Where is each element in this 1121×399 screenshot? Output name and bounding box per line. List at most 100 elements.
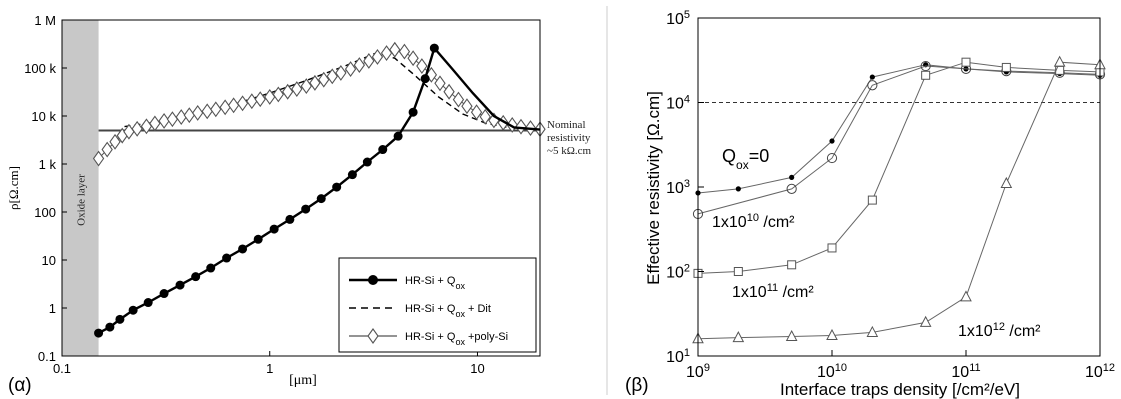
- series-polysi-diamond: [363, 53, 375, 69]
- series-polysi-diamond: [109, 133, 121, 150]
- x-tick-exponent: 10: [835, 362, 847, 374]
- x-tick-exponent: 11: [969, 362, 980, 374]
- series-polysi-diamond: [309, 74, 321, 91]
- series-polysi-diamond: [291, 81, 303, 97]
- x-tick-base: 10: [1085, 364, 1103, 381]
- x-tick-label: 10: [470, 361, 484, 376]
- series-circles-point: [920, 60, 931, 72]
- y-tick-label: 100: [34, 205, 56, 220]
- series-triangles-point: [866, 325, 879, 337]
- panel-b-x-ticks: 109 1010 1011 1012: [686, 350, 1115, 381]
- series-polysi-diamond: [192, 104, 204, 121]
- panel-b-x-axis-label: Interface traps density [/cm²/eV]: [780, 380, 1020, 399]
- x-tick-base: 10: [817, 364, 835, 381]
- series-polysi-diamond: [227, 97, 240, 114]
- series-squares-point: [733, 267, 743, 276]
- series-qox-point: [269, 224, 279, 234]
- series-polysi-diamond: [479, 108, 491, 125]
- series-qox-point: [301, 204, 311, 214]
- series-polysi-diamond: [407, 50, 419, 67]
- series-qox-point: [206, 263, 216, 273]
- nominal-annotation-line-1: Nominal: [547, 119, 586, 131]
- series-polysi-diamond: [371, 48, 384, 65]
- legend-label-sub: ox: [455, 309, 465, 319]
- legend-label: HR-Si + Qox: [405, 275, 465, 291]
- series-triangles-point: [919, 315, 932, 327]
- panel-a-y-ticks: 0.1 1 10 100 1 k 10 k 100 k 1 M: [24, 13, 67, 364]
- x-tick-label: 109: [686, 362, 710, 381]
- series-dots-point: [829, 138, 835, 144]
- series-polysi-diamond: [443, 83, 455, 100]
- x-tick-label: 1: [266, 361, 273, 376]
- nominal-resistivity-annotation: Nominal resistivity ~5 kΩ.cm: [547, 119, 592, 157]
- series-polysi-diamond: [201, 103, 213, 120]
- y-tick-exponent: 4: [684, 94, 690, 106]
- series-triangles-point: [1000, 176, 1013, 189]
- series-polysi-diamond: [254, 91, 266, 108]
- series-label-tail: /cm²: [759, 214, 795, 231]
- legend-label-base: HR-Si + Q: [405, 331, 456, 343]
- oxide-layer-label: Oxide layer: [75, 174, 87, 226]
- series-polysi-diamond: [175, 109, 187, 126]
- series-qox-point: [191, 272, 201, 282]
- series-label-base: 1x10: [732, 284, 767, 301]
- panel-a-y-axis-label: ρ[Ω.cm]: [6, 166, 21, 210]
- series-dots-point: [735, 186, 741, 192]
- y-tick-label: 102: [666, 263, 690, 282]
- panel-a-x-ticks: 0.1 1 10: [53, 351, 485, 376]
- series-polysi-diamond: [219, 99, 231, 116]
- legend-marker-qox: [368, 275, 378, 285]
- y-tick-exponent: 5: [684, 9, 690, 21]
- series-polysi-diamond: [101, 141, 113, 158]
- series-polysi-diamond: [335, 64, 347, 81]
- series-triangles-point: [826, 328, 838, 340]
- legend-label-tail: +poly-Si: [465, 331, 508, 343]
- series-polysi-diamond: [353, 57, 366, 74]
- series-label-exponent: 10: [747, 212, 759, 224]
- series-circles-point: [867, 80, 878, 91]
- panel-a-frame: [61, 19, 541, 357]
- x-tick-exponent: 12: [1103, 362, 1115, 374]
- y-tick-label: 1 k: [39, 157, 57, 172]
- panel-a-x-axis-label: [μm]: [289, 373, 317, 388]
- series-polysi-diamond: [434, 75, 446, 92]
- series-qox-point: [222, 253, 232, 263]
- panel-b-frame: [697, 17, 1101, 357]
- y-tick-base: 10: [666, 180, 684, 197]
- y-tick-base: 10: [666, 265, 684, 282]
- series-polysi-diamond: [326, 68, 338, 85]
- y-tick-exponent: 2: [684, 263, 690, 275]
- series-qox-point: [347, 170, 357, 180]
- series-qox-point: [143, 298, 153, 308]
- series-polysi-diamond: [380, 45, 393, 61]
- series-qox-point: [393, 131, 403, 141]
- panel-b-series: [692, 55, 1106, 344]
- panel-b-label: (β): [625, 375, 649, 396]
- series-squares-point: [1001, 62, 1011, 72]
- series-polysi-diamond: [166, 111, 179, 128]
- y-tick-label: 1 M: [34, 13, 56, 28]
- x-tick-base: 10: [951, 364, 969, 381]
- qox-sub: ox: [736, 158, 749, 172]
- x-tick-label: 1012: [1085, 362, 1115, 381]
- series-polysi-diamond: [506, 117, 518, 133]
- series-qox-point: [94, 328, 104, 338]
- series-qox-point: [175, 280, 185, 290]
- oxide-layer-band: [62, 20, 99, 356]
- series-label-base: 1x10: [712, 214, 747, 231]
- series-triangles-point: [1053, 55, 1066, 67]
- series-polysi-diamond: [470, 104, 483, 121]
- series-triangles-point: [960, 290, 972, 302]
- y-tick-base: 10: [666, 96, 684, 113]
- series-dots-point: [789, 174, 795, 180]
- series-circles-line: [697, 65, 1101, 215]
- series-polysi-diamond: [272, 86, 285, 103]
- y-tick-label: 10 k: [31, 109, 56, 124]
- legend-marker-polysi: [367, 328, 379, 344]
- series-polysi-diamond: [236, 95, 249, 112]
- panel-a-label: (α): [8, 375, 32, 396]
- y-tick-exponent: 3: [684, 178, 690, 190]
- series-qox-point: [362, 157, 372, 167]
